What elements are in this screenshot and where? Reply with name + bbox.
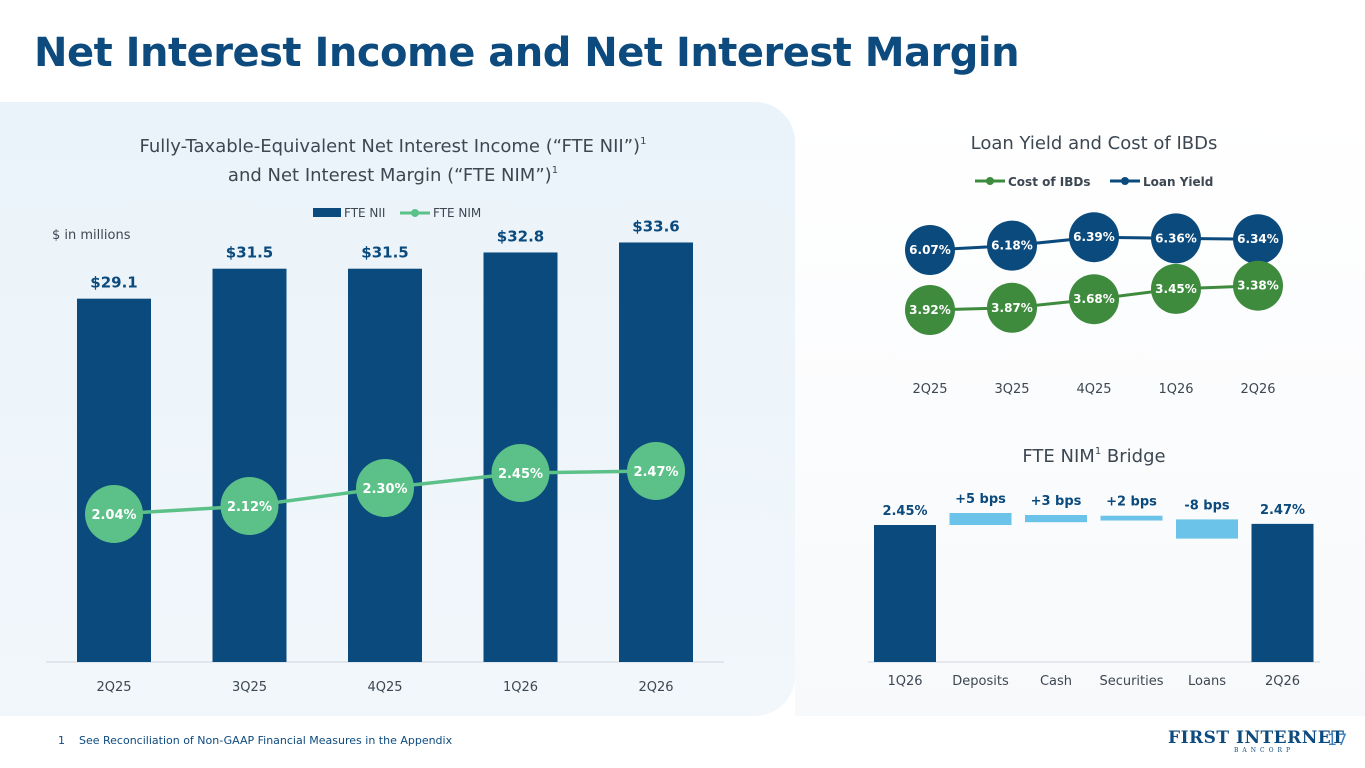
- company-logo: FIRST INTERNET: [1168, 728, 1345, 748]
- legend-nim-label: FTE NIM: [433, 206, 481, 220]
- cost-ibd-label-4Q25: 3.68%: [1073, 292, 1115, 306]
- cost-ibd-point-1Q26: [1151, 263, 1201, 314]
- page-number: 17: [1327, 730, 1348, 749]
- bridge-label-loans: -8 bps: [1184, 498, 1230, 513]
- nii-x-tick-4Q25: 4Q25: [367, 680, 402, 695]
- loan-yield-label-1Q26: 6.36%: [1155, 231, 1197, 245]
- bridge-x-tick-1q26: 1Q26: [887, 674, 922, 689]
- nii-bar-2Q25: [77, 298, 151, 662]
- bridge-x-tick-2q26: 2Q26: [1265, 674, 1300, 689]
- nii-chart-title-line2: and Net Interest Margin (“FTE NIM”)1: [228, 165, 558, 186]
- loan-yield-chart-title: Loan Yield and Cost of IBDs: [971, 133, 1218, 154]
- bridge-bar-cash: [1025, 515, 1087, 523]
- legend-loan-marker: [1121, 177, 1129, 185]
- footnote: 1 See Reconciliation of Non-GAAP Financia…: [58, 734, 452, 747]
- bridge-title-sup: 1: [1095, 446, 1101, 457]
- cost-ibd-label-3Q25: 3.87%: [991, 301, 1033, 315]
- cost-ibd-point-2Q25: [905, 285, 955, 335]
- bridge-bar-1q26: [874, 525, 936, 662]
- yield-x-tick-2Q26: 2Q26: [1240, 382, 1275, 397]
- nii-value-label-1Q26: $32.8: [497, 227, 544, 245]
- nim-point-1Q26: [491, 444, 550, 502]
- loan-yield-label-2Q25: 6.07%: [909, 243, 951, 257]
- nii-title-sup-2: 1: [552, 165, 558, 176]
- nim-point-4Q25: [356, 459, 414, 517]
- loan-yield-point-4Q25: [1069, 212, 1119, 263]
- bridge-label-securities: +2 bps: [1106, 495, 1157, 510]
- nii-value-label-4Q25: $31.5: [361, 244, 408, 262]
- footnote-marker: 1: [58, 734, 65, 747]
- legend-loan-label: Loan Yield: [1143, 175, 1213, 189]
- loan-yield-label-3Q25: 6.18%: [991, 239, 1033, 253]
- page-title: Net Interest Income and Net Interest Mar…: [34, 30, 1020, 76]
- cost-ibd-label-2Q25: 3.92%: [909, 303, 951, 317]
- nim-label-4Q25: 2.30%: [362, 482, 407, 497]
- cost-ibd-label-1Q26: 3.45%: [1155, 282, 1197, 296]
- yield-x-tick-1Q26: 1Q26: [1158, 382, 1193, 397]
- cost-ibd-point-2Q26: [1233, 260, 1283, 311]
- loan-yield-point-2Q25: [905, 225, 955, 275]
- nim-point-2Q25: [85, 485, 143, 543]
- nim-point-2Q26: [627, 442, 685, 500]
- loan-yield-point-2Q26: [1233, 214, 1283, 265]
- loan-yield-point-3Q25: [987, 220, 1037, 271]
- legend-cost-marker: [986, 177, 994, 185]
- nim-label-1Q26: 2.45%: [498, 467, 543, 482]
- nim-label-3Q25: 2.12%: [227, 500, 272, 515]
- cost-ibd-label-2Q26: 3.38%: [1237, 279, 1279, 293]
- nim-label-2Q26: 2.47%: [633, 465, 678, 480]
- legend-cost-label: Cost of IBDs: [1008, 175, 1090, 189]
- bridge-label-cash: +3 bps: [1031, 494, 1082, 509]
- yield-x-tick-4Q25: 4Q25: [1076, 382, 1111, 397]
- nii-chart-title-line1: Fully-Taxable-Equivalent Net Interest In…: [140, 136, 647, 157]
- yield-x-tick-2Q25: 2Q25: [912, 382, 947, 397]
- bridge-x-tick-securities: Securities: [1099, 674, 1163, 689]
- legend-nim-marker: [411, 209, 419, 217]
- bridge-bar-securities: [1100, 515, 1163, 521]
- bridge-label-1q26: 2.45%: [882, 504, 927, 519]
- nii-x-tick-2Q25: 2Q25: [96, 680, 131, 695]
- bridge-bar-2q26: [1251, 523, 1314, 662]
- nii-value-label-2Q26: $33.6: [632, 217, 679, 235]
- yield-x-tick-3Q25: 3Q25: [994, 382, 1029, 397]
- bridge-bar-deposits: [949, 513, 1012, 525]
- cost-ibd-point-3Q25: [987, 282, 1037, 333]
- bridge-bar-loans: [1176, 519, 1238, 539]
- loan-yield-point-1Q26: [1151, 213, 1201, 264]
- nim-bridge-title: FTE NIM1 Bridge: [1022, 446, 1165, 467]
- bridge-x-tick-cash: Cash: [1040, 674, 1072, 689]
- cost-ibd-point-4Q25: [1069, 274, 1119, 325]
- nii-x-tick-2Q26: 2Q26: [638, 680, 673, 695]
- nim-point-3Q25: [220, 477, 279, 535]
- loan-yield-label-4Q25: 6.39%: [1073, 230, 1115, 244]
- bridge-x-tick-deposits: Deposits: [952, 674, 1009, 689]
- bridge-label-2q26: 2.47%: [1260, 503, 1305, 518]
- legend-nii-label: FTE NII: [344, 206, 385, 220]
- nii-title-sup-1: 1: [640, 136, 646, 147]
- unit-label: $ in millions: [52, 228, 131, 243]
- footnote-text: See Reconciliation of Non-GAAP Financial…: [79, 734, 453, 747]
- bridge-label-deposits: +5 bps: [955, 492, 1006, 507]
- bridge-x-tick-loans: Loans: [1188, 674, 1226, 689]
- nii-bar-3Q25: [212, 268, 287, 662]
- loan-yield-label-2Q26: 6.34%: [1237, 232, 1279, 246]
- nii-x-tick-1Q26: 1Q26: [503, 680, 538, 695]
- legend-nii-swatch: [313, 208, 341, 217]
- company-logo-sub: BANCORP: [1234, 747, 1295, 754]
- nii-x-tick-3Q25: 3Q25: [232, 680, 267, 695]
- nii-value-label-2Q25: $29.1: [90, 274, 137, 292]
- nim-label-2Q25: 2.04%: [91, 508, 136, 523]
- nii-value-label-3Q25: $31.5: [226, 244, 273, 262]
